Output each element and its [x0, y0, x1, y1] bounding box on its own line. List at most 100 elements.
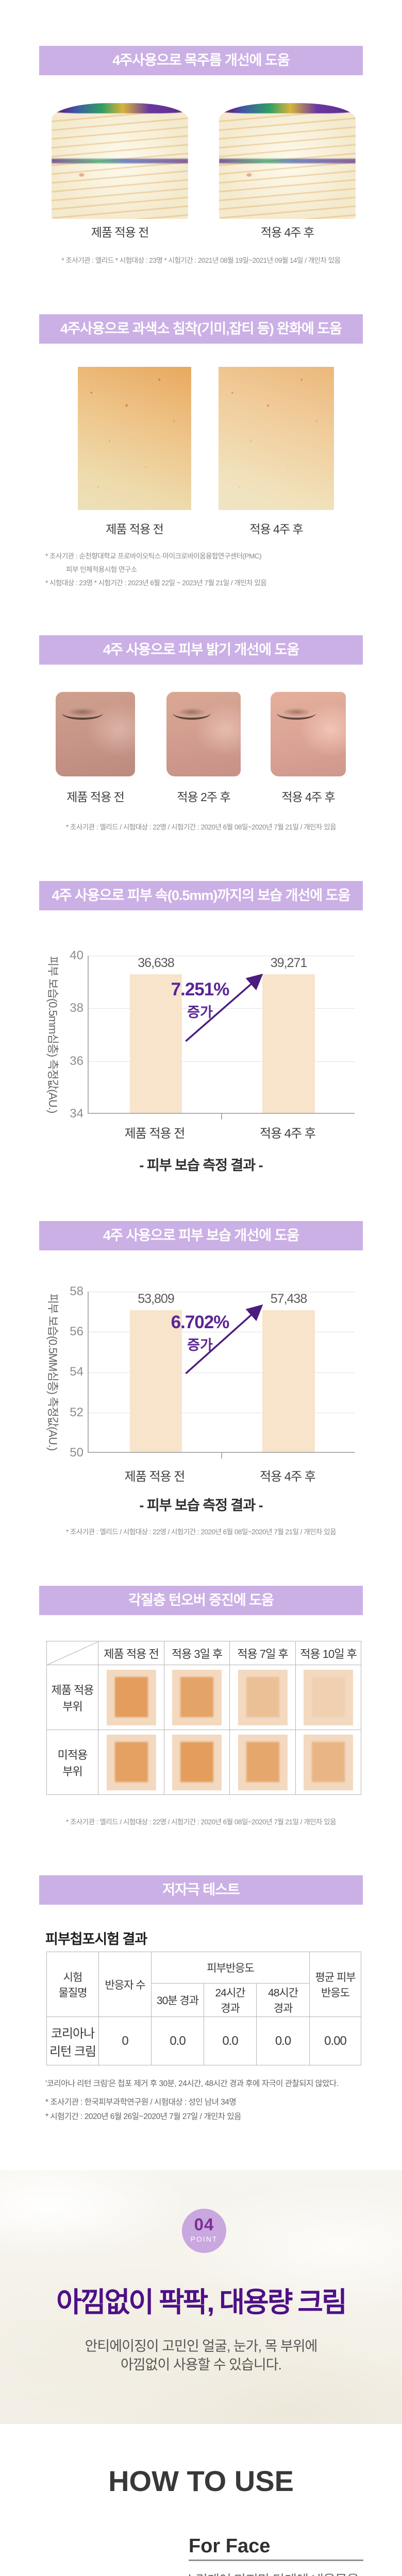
neck-before-image [52, 103, 188, 219]
chart1-ytick-40: 40 [70, 948, 83, 962]
neck-before-label: 제품 적용 전 [91, 226, 149, 239]
pigment-before-image [78, 367, 191, 510]
patch-test-footnote-2: * 시험기간 : 2020년 6월 26일~2020년 7월 27일 / 개인차… [45, 2112, 241, 2121]
patch-test-col-average: 평균 피부 반응도 [309, 1952, 362, 2017]
turnover-col-header: 적용 7일 후 [229, 1641, 296, 1665]
patch-image-cell [295, 1665, 361, 1730]
chart2-bar-after-fill [262, 1310, 315, 1452]
chart1-ytick-36: 36 [70, 1054, 83, 1068]
point-number: 04 [194, 2215, 214, 2234]
patch-test-value: 0.0 [256, 2016, 310, 2065]
patch-test-sub-48h: 48시간 경과 [256, 1983, 310, 2017]
chart2-ytick-52: 52 [70, 1405, 83, 1419]
pigment-footnote-line3: * 시험대상 : 23명 * 시험기간 : 2023년 6월 22일 ~ 202… [45, 579, 267, 587]
chart1-bar-before-fill [130, 974, 182, 1113]
banner-brightness: 4주 사용으로 피부 밝기 개선에 도움 [39, 635, 363, 665]
patch-test-value: 0.00 [309, 2016, 362, 2065]
banner-hypoallergenic: 저자극 테스트 [39, 1875, 363, 1905]
turnover-header-row: 제품 적용 전 적용 3일 후 적용 7일 후 적용 10일 후 [46, 1641, 361, 1665]
point-badge: 04 POINT [182, 2209, 226, 2253]
patch-test-heading: 피부첩포시험 결과 [45, 1931, 147, 1947]
patch-image-cell [229, 1730, 296, 1795]
cream-texture-background: 04 POINT 아낌없이 팍팍, 대용량 크림 안티에이징이 고민인 얼굴, … [0, 2170, 402, 2424]
patch-image-cell [98, 1665, 164, 1730]
point-label: POINT [190, 2235, 218, 2243]
patch-test-value: 0.0 [204, 2016, 257, 2065]
patch-image [106, 1669, 156, 1725]
chart1-bar-after: 39,271 [262, 956, 315, 1113]
patch-test-table: 시험 물질명 반응자 수 피부반응도 평균 피부 반응도 30분 경과 24시간… [46, 1952, 362, 2065]
patch-test-header-row1: 시험 물질명 반응자 수 피부반응도 평균 피부 반응도 [46, 1952, 362, 2017]
chart1-bar-after-fill [262, 974, 315, 1113]
patch-test-group-header: 피부반응도 [150, 1952, 310, 1984]
turnover-footnote: * 조사기관 : 엘리드 / 시험대상 : 22명 / 시험기간 : 2020년… [65, 1818, 337, 1826]
patch-test-col-substance: 시험 물질명 [46, 1952, 99, 2017]
chart2-value-after: 57,438 [270, 1292, 307, 1306]
neck-footnote: * 조사기관 : 엘리드 * 시험대상 : 23명 * 시험기간 : 2021년… [61, 257, 341, 264]
patch-image-cell [164, 1665, 230, 1730]
pigment-after-label: 적용 4주 후 [249, 522, 303, 536]
cheek-before-label: 제품 적용 전 [66, 790, 125, 804]
chart1-plot-area: 36,638 39,271 7.251% 증가 [88, 956, 355, 1120]
chart1-increase-annotation: 7.251% 증가 [159, 979, 241, 1021]
cheek-before-image [56, 692, 135, 776]
chart1-ytick-38: 38 [70, 1001, 83, 1015]
point-body-line2: 아낌없이 사용할 수 있습니다. [120, 2357, 282, 2372]
chart2-caption: - 피부 보습 측정 결과 - [139, 1498, 263, 1513]
patch-test-header-row2: 30분 경과 24시간 경과 48시간 경과 [47, 1983, 361, 2017]
patch-image-cell [229, 1665, 296, 1730]
chart2-x-tick [221, 1452, 222, 1459]
chart2-bar-after: 57,438 [262, 1292, 315, 1452]
chart2-value-before: 53,809 [138, 1292, 174, 1306]
turnover-col-header: 적용 3일 후 [164, 1641, 230, 1665]
pigment-footnote-line1: * 조사기관 : 순천향대학교 프로바이오틱스·마이크로바이옴융합연구센터(PM… [45, 552, 262, 560]
patch-test-col-responders: 반응자 수 [98, 1952, 152, 2017]
chart2-gridline [89, 1372, 355, 1373]
chart1-bar-before: 36,638 [130, 956, 182, 1113]
chart2-category-after: 적용 4주 후 [259, 1470, 316, 1484]
chart1-category-before: 제품 적용 전 [124, 1127, 186, 1141]
chart2-category-before: 제품 적용 전 [124, 1470, 186, 1484]
chart2-ytick-58: 58 [70, 1284, 83, 1298]
neck-after-image [219, 103, 356, 219]
chart2-bar-before-fill [130, 1310, 182, 1452]
moisture-footnote: * 조사기관 : 엘리드 / 시험대상 : 22명 / 시험기간 : 2020년… [65, 1528, 337, 1536]
chart1-gridline [89, 1008, 355, 1009]
chart2-plot-area: 53,809 57,438 6.702% 증가 [88, 1292, 355, 1459]
chart1-increase-arrow [185, 973, 263, 1042]
point-title: 아낌없이 팍팍, 대용량 크림 [56, 2287, 347, 2318]
turnover-row-label-untreated: 미적용 부위 [46, 1730, 98, 1795]
chart1-value-after: 39,271 [270, 956, 307, 970]
cheek-week2-label: 적용 2주 후 [177, 790, 230, 804]
patch-image [304, 1669, 353, 1725]
chart1-increase-word: 증가 [187, 1005, 213, 1020]
banner-moisture: 4주 사용으로 피부 보습 개선에 도움 [39, 1221, 363, 1250]
patch-test-value: 0.0 [151, 2016, 204, 2065]
chart1-gridline [89, 1061, 355, 1062]
patch-image [172, 1669, 222, 1725]
moisture-deep-chart: 40 38 36 34 36,638 39,271 7.251% 증가 [0, 949, 402, 1121]
chart2-ytick-56: 56 [70, 1325, 83, 1338]
point-body-line1: 안티에이징이 고민인 얼굴, 눈가, 목 부위에 [85, 2338, 318, 2354]
cheek-week2-image [166, 692, 241, 776]
neck-after-label: 적용 4주 후 [260, 226, 314, 239]
patch-test-value: 0 [98, 2016, 152, 2065]
cheek-week4-label: 적용 4주 후 [281, 790, 335, 804]
patch-image [172, 1734, 222, 1790]
for-face-text-snippet: 스킨케어 마지막 단계에 내용물을 [178, 2570, 364, 2576]
pigment-before-label: 제품 적용 전 [106, 522, 164, 536]
pigment-footnote-line2: 피부 인체적용시험 연구소 [66, 566, 137, 573]
chart2-ytick-50: 50 [70, 1446, 83, 1460]
moisture-chart: 58 56 54 52 50 53,809 57,438 6.702% 증가 [0, 1285, 402, 1460]
for-face-heading: For Face [189, 2535, 271, 2557]
patch-image-cell [164, 1730, 230, 1795]
patch-test-footnote-1: * 조사기관 : 한국피부과학연구원 / 시험대상 : 성인 남녀 34명 [45, 2098, 237, 2107]
turnover-corner-cell [46, 1641, 98, 1665]
turnover-col-header: 제품 적용 전 [98, 1641, 164, 1665]
banner-pigmentation: 4주사용으로 과색소 침착(기미,잡티 등) 완화에 도움 [39, 314, 363, 344]
chart1-x-tick [221, 1113, 222, 1120]
banner-neck-wrinkle: 4주사용으로 목주름 개선에 도움 [39, 46, 363, 75]
patch-test-sub-30min: 30분 경과 [151, 1983, 204, 2017]
chart2-increase-word: 증가 [187, 1337, 213, 1353]
